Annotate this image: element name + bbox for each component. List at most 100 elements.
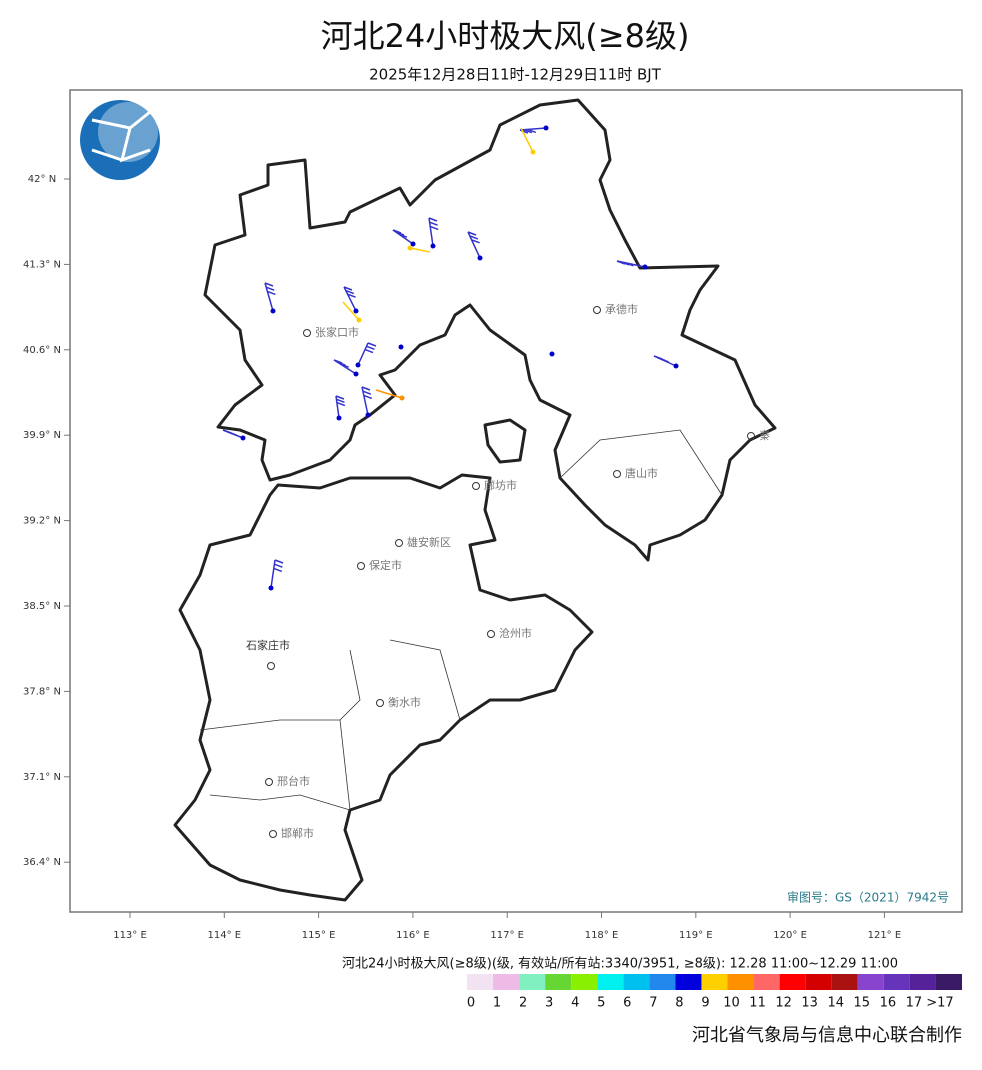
map-frame bbox=[69, 89, 963, 913]
city-label: 邯郸市 bbox=[281, 826, 314, 840]
logo bbox=[80, 100, 160, 180]
station-dot bbox=[355, 362, 361, 368]
lat-label: 41.3° N bbox=[23, 259, 61, 270]
station-dot bbox=[549, 351, 555, 357]
wind-barb-feather bbox=[336, 401, 346, 407]
station-dot bbox=[240, 435, 246, 441]
city-label: 廊坊市 bbox=[484, 478, 517, 492]
lon-label: 118° E bbox=[585, 930, 619, 941]
station-dot bbox=[268, 585, 274, 591]
wind-barb-feather bbox=[527, 128, 537, 134]
legend-label: 9 bbox=[701, 996, 709, 1011]
wind-barb-shaft bbox=[357, 342, 369, 366]
legend-swatch bbox=[675, 974, 702, 990]
station-dot bbox=[356, 317, 362, 323]
wind-barb-shaft bbox=[342, 301, 360, 321]
wind-barb-feather bbox=[363, 394, 373, 400]
city-marker bbox=[613, 470, 621, 478]
wind-barb-feather bbox=[395, 231, 405, 236]
lat-label: 36.4° N bbox=[23, 857, 61, 868]
lon-label: 121° E bbox=[868, 930, 902, 941]
lat-label: 39.2° N bbox=[23, 516, 61, 527]
wind-barb-feather bbox=[274, 559, 284, 564]
legend-label: 6 bbox=[623, 996, 631, 1011]
lon-label: 113° E bbox=[113, 930, 147, 941]
wind-barb-feather bbox=[362, 390, 372, 395]
title: 河北24小时极大风(≥8级) bbox=[321, 17, 690, 55]
city-label: 秦 bbox=[759, 428, 770, 442]
legend-swatch bbox=[623, 974, 650, 990]
wind-barb-feather bbox=[333, 359, 343, 364]
legend-label: 7 bbox=[649, 996, 657, 1011]
legend-label: 13 bbox=[801, 996, 818, 1011]
wind-barb-feather bbox=[361, 386, 371, 391]
wind-barb-feather bbox=[347, 293, 356, 298]
station-dot bbox=[399, 395, 405, 401]
station-dot bbox=[353, 308, 359, 314]
wind-barb-feather bbox=[267, 290, 276, 296]
legend-swatch bbox=[753, 974, 780, 990]
wind-barb-shaft bbox=[520, 127, 534, 153]
station-dot bbox=[477, 255, 483, 261]
legend-label: 0 bbox=[467, 996, 475, 1011]
legend-swatch bbox=[701, 974, 728, 990]
legend-swatch bbox=[571, 974, 598, 990]
city-label: 衡水市 bbox=[388, 695, 421, 709]
city-label: 石家庄市 bbox=[246, 638, 290, 652]
lat-label: 39.9° N bbox=[23, 430, 61, 441]
city-label: 邢台市 bbox=[277, 774, 310, 788]
city-label: 保定市 bbox=[369, 558, 402, 572]
city-marker bbox=[472, 482, 480, 490]
wind-barb-feather bbox=[469, 235, 479, 240]
station-dot bbox=[430, 243, 436, 249]
wind-barb-feather bbox=[398, 233, 408, 238]
station-dot bbox=[365, 412, 371, 418]
wind-barb-feather bbox=[428, 217, 438, 222]
wind-barb-feather bbox=[264, 282, 274, 287]
wind-barb-feather bbox=[265, 286, 275, 291]
wind-barb-feather bbox=[337, 361, 346, 366]
legend-label: 15 bbox=[854, 996, 871, 1011]
city-marker bbox=[376, 699, 384, 707]
legend-label: >17 bbox=[926, 996, 953, 1011]
lat-label: 38.5° N bbox=[23, 601, 61, 612]
wind-barb-feather bbox=[660, 358, 669, 363]
city-marker bbox=[487, 630, 495, 638]
wind-barb-feather bbox=[367, 342, 377, 347]
legend-label: 14 bbox=[827, 996, 844, 1011]
lat-label: 40.6° N bbox=[23, 345, 61, 356]
legend-label: 3 bbox=[545, 996, 553, 1011]
legend-label: 1 bbox=[493, 996, 501, 1011]
wind-barb-feather bbox=[335, 395, 345, 400]
city-marker bbox=[357, 562, 365, 570]
wind-barb-feather bbox=[345, 289, 355, 295]
city-label: 雄安新区 bbox=[407, 535, 451, 549]
legend-swatch bbox=[831, 974, 858, 990]
legend-label: 12 bbox=[775, 996, 792, 1011]
legend-swatch bbox=[467, 974, 494, 990]
city-marker bbox=[269, 830, 277, 838]
city-label: 张家口市 bbox=[315, 325, 359, 339]
legend-title: 河北24小时极大风(≥8级)(级, 有效站/所有站:3340/3951, ≥8级… bbox=[342, 957, 898, 972]
city-label: 沧州市 bbox=[499, 626, 532, 640]
lat-label: 37.8° N bbox=[23, 686, 61, 697]
wind-barb-feather bbox=[625, 262, 634, 267]
lat-label: 37.1° N bbox=[23, 772, 61, 783]
legend-swatch bbox=[779, 974, 806, 990]
wind-barb-feather bbox=[343, 286, 353, 291]
legend-label: 16 bbox=[880, 996, 897, 1011]
city-label: 承德市 bbox=[605, 302, 638, 316]
legend-swatch bbox=[493, 974, 520, 990]
station-dot bbox=[398, 344, 404, 350]
legend-label: 5 bbox=[597, 996, 605, 1011]
city-marker bbox=[593, 306, 601, 314]
legend-swatch bbox=[597, 974, 624, 990]
wind-barb-feather bbox=[429, 225, 439, 231]
wind-barb-feather bbox=[519, 129, 529, 134]
legend-swatch bbox=[519, 974, 546, 990]
legend-label: 4 bbox=[571, 996, 579, 1011]
city-marker bbox=[747, 432, 755, 440]
city-label: 唐山市 bbox=[625, 466, 658, 480]
subtitle: 2025年12月28日11时-12月29日11时 BJT bbox=[369, 66, 662, 84]
